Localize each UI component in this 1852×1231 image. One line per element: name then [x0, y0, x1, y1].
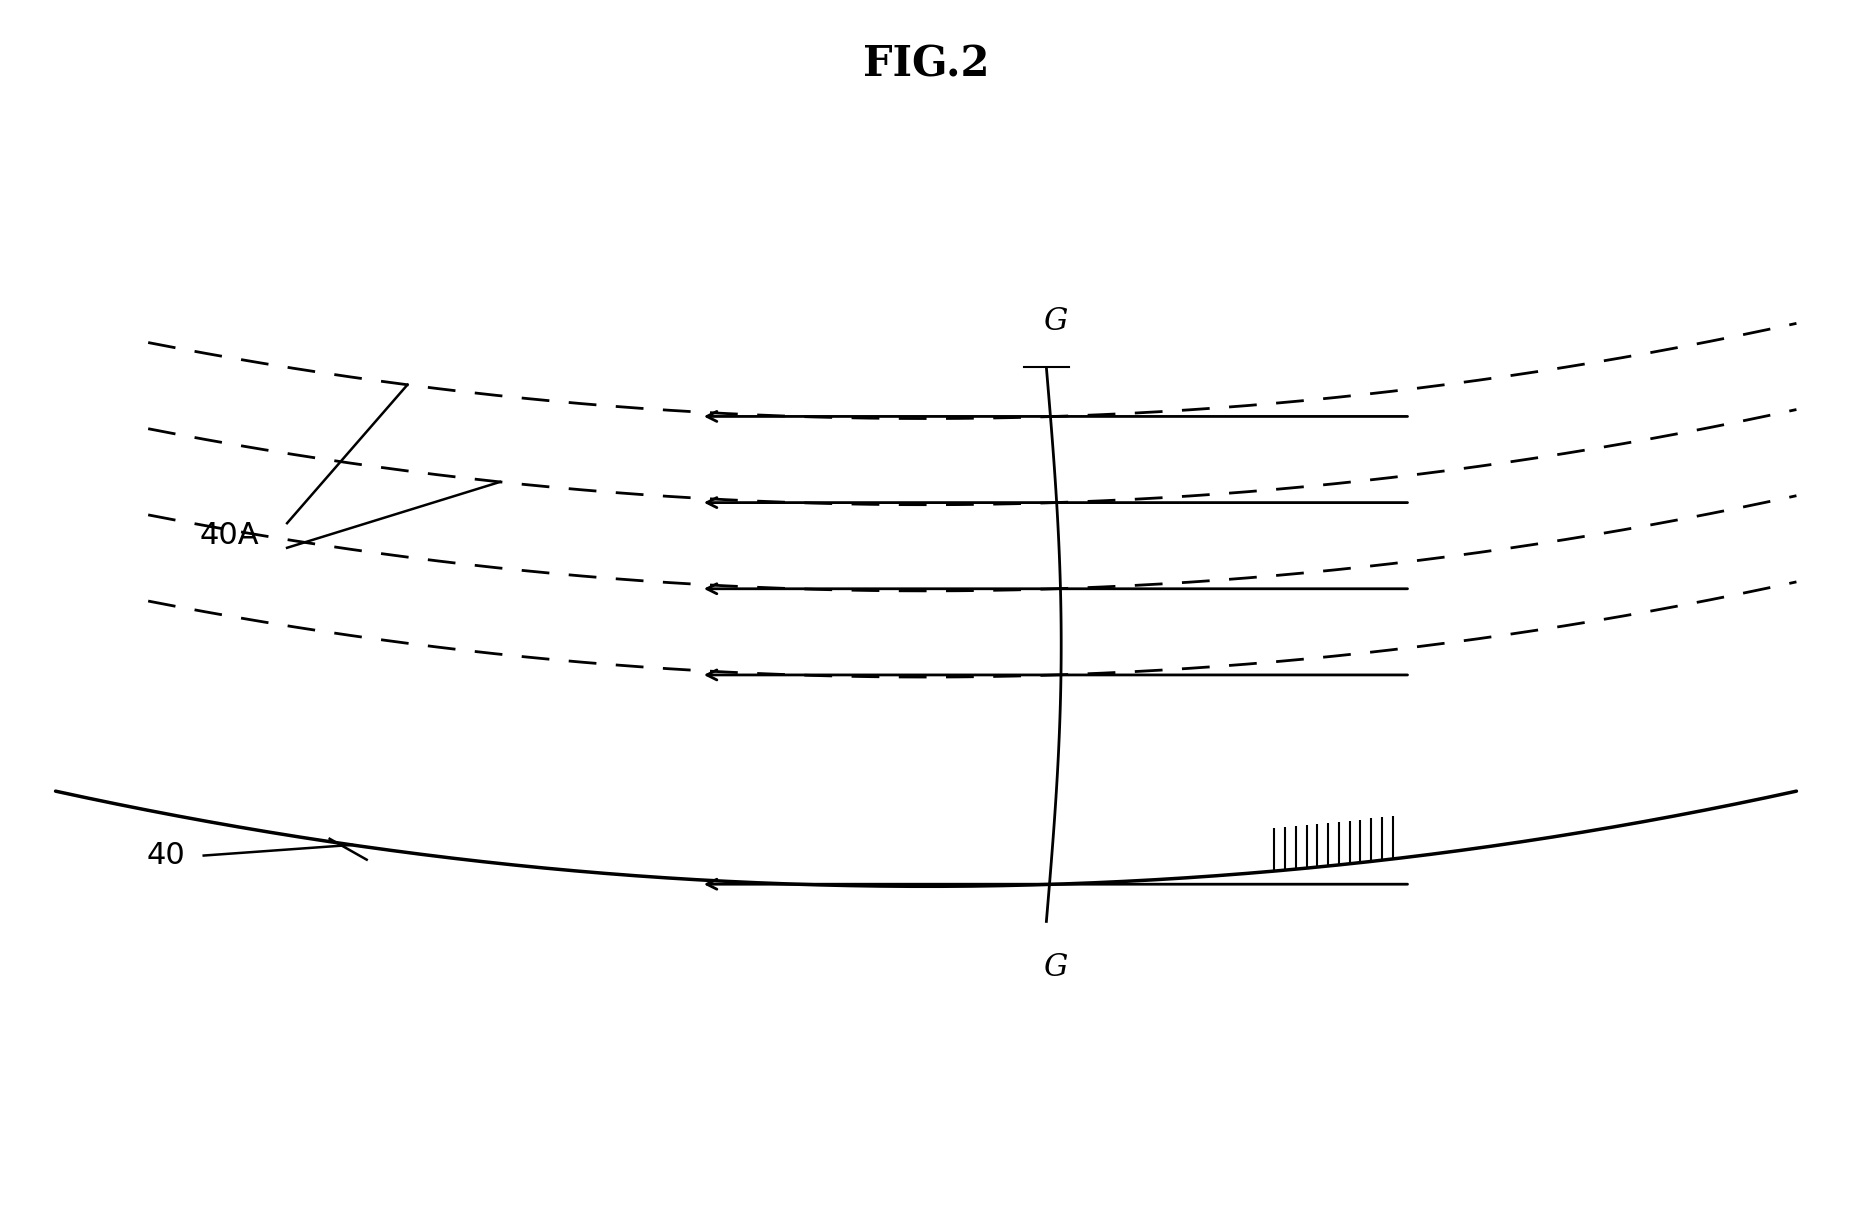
Text: G: G [1043, 953, 1069, 984]
Text: FIG.2: FIG.2 [863, 43, 989, 85]
Text: 40: 40 [146, 841, 185, 870]
Text: G: G [1043, 305, 1069, 337]
Text: 40A: 40A [200, 521, 259, 550]
